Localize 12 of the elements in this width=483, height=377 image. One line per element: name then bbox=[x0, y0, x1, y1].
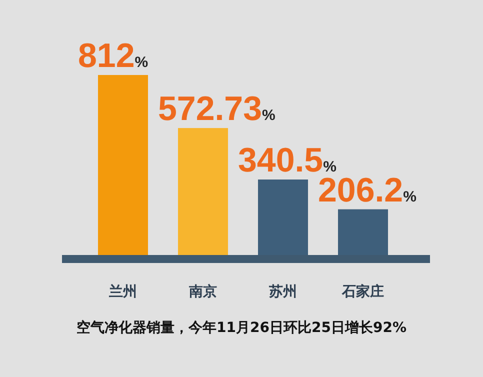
data-label: 572.73% bbox=[158, 90, 276, 128]
bar bbox=[178, 128, 228, 255]
data-label: 812% bbox=[78, 37, 148, 75]
x-tick-label: 兰州 bbox=[108, 283, 137, 300]
bar bbox=[338, 209, 388, 255]
x-tick-label: 南京 bbox=[188, 283, 217, 300]
x-tick-label: 苏州 bbox=[268, 284, 297, 300]
bar bbox=[98, 75, 148, 255]
text: 空气净化器销量，今年11月26日环比25日增长92% bbox=[76, 319, 406, 336]
data-label: 206.2% bbox=[318, 171, 416, 210]
x-tick-label: 石家庄 bbox=[341, 283, 384, 300]
bar bbox=[258, 180, 308, 255]
